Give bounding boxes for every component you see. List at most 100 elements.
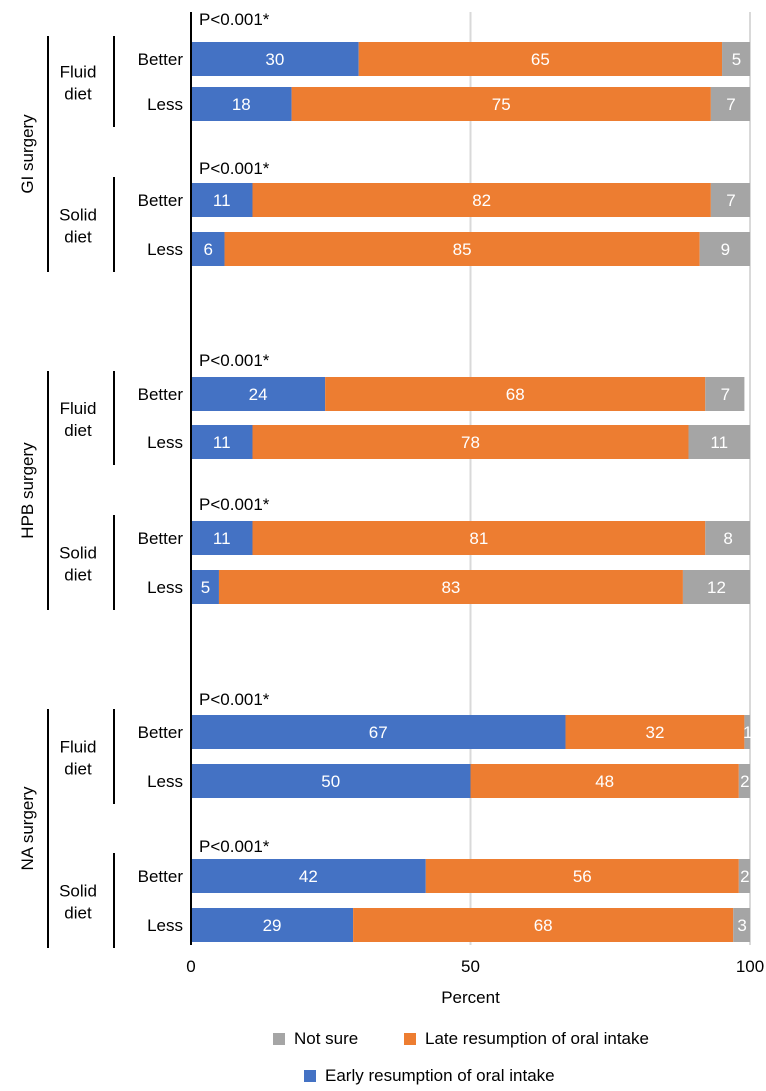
p-value-label: P<0.001* [199, 837, 270, 856]
legend-label-early: Early resumption of oral intake [325, 1066, 555, 1085]
subgroup-label: Fluid [60, 399, 97, 418]
legend-swatch-early [304, 1070, 316, 1082]
p-value-label: P<0.001* [199, 159, 270, 178]
bar-row-label: Less [147, 916, 183, 935]
data-label: 29 [263, 916, 282, 935]
legend-label-notsure: Not sure [294, 1029, 358, 1048]
bar-segment-late [218, 570, 683, 604]
bar-segment-notsure [738, 764, 750, 798]
bar-segment-notsure [744, 715, 750, 749]
data-label: 11 [213, 191, 231, 210]
data-label: 11 [213, 433, 231, 452]
bar-segment-early [191, 87, 292, 121]
data-label: 68 [534, 916, 553, 935]
data-label: 11 [213, 529, 231, 548]
legend: Not sure Late resumption of oral intake Ea… [273, 1029, 649, 1085]
bar-segment-early [191, 908, 354, 942]
data-label: 75 [492, 95, 511, 114]
bar-segment-early [191, 232, 225, 266]
bar-segment-late [252, 425, 689, 459]
subgroup-label: diet [64, 421, 92, 440]
bar-segment-early [191, 42, 359, 76]
bar-segment-late [291, 87, 711, 121]
bar-segment-early [191, 521, 253, 555]
data-label: 81 [469, 529, 488, 548]
bar-row-label: Better [138, 529, 184, 548]
subgroup-label: diet [64, 85, 92, 104]
p-value-label: P<0.001* [199, 690, 270, 709]
data-label: 2 [740, 867, 749, 886]
x-axis: 0 50 100 Percent [186, 12, 764, 1007]
bar-segment-early [191, 377, 326, 411]
data-label: 7 [721, 385, 730, 404]
category-labels: P<0.001* Better Less Fluid diet P<0.001* Bette… [18, 10, 270, 948]
legend-label-late: Late resumption of oral intake [425, 1029, 649, 1048]
bar-segment-late [425, 859, 739, 893]
bar-segment-early [191, 764, 471, 798]
bar-segment-late [252, 521, 706, 555]
bar-row-label: Better [138, 50, 184, 69]
data-label: 8 [723, 529, 732, 548]
subgroup-label: diet [64, 760, 92, 779]
bar-segment-early [191, 183, 253, 217]
group-label: HPB surgery [18, 442, 37, 539]
x-tick-label: 50 [461, 957, 480, 976]
data-label: 7 [726, 191, 735, 210]
bar-row-label: Better [138, 191, 184, 210]
data-label: 65 [531, 50, 550, 69]
data-label: 5 [201, 578, 210, 597]
bar-row-label: Less [147, 95, 183, 114]
data-label: 48 [595, 772, 614, 791]
subgroup-label: diet [64, 228, 92, 247]
bar-row-label: Better [138, 867, 184, 886]
data-label: 32 [646, 723, 665, 742]
data-label: 2 [740, 772, 749, 791]
bar-segment-notsure [738, 859, 750, 893]
bar-segment-late [252, 183, 711, 217]
bar-segment-notsure [733, 908, 750, 942]
subgroup-label: Solid [59, 544, 97, 563]
bar-segment-early [191, 425, 253, 459]
data-label: 42 [299, 867, 318, 886]
data-label: 67 [369, 723, 388, 742]
legend-swatch-late [404, 1033, 416, 1045]
data-label: 12 [707, 578, 726, 597]
x-axis-title: Percent [441, 988, 500, 1007]
bar-segment-late [470, 764, 739, 798]
bar-segment-late [565, 715, 745, 749]
data-label: 18 [232, 95, 251, 114]
bar-segment-early [191, 715, 566, 749]
bar-segment-late [325, 377, 706, 411]
data-label: 83 [441, 578, 460, 597]
bar-segment-late [358, 42, 723, 76]
p-value-label: P<0.001* [199, 495, 270, 514]
bar-segment-notsure [722, 42, 750, 76]
data-label: 56 [573, 867, 592, 886]
bar-segment-notsure [710, 87, 750, 121]
subgroup-label: Solid [59, 206, 97, 225]
legend-swatch-notsure [273, 1033, 285, 1045]
data-label: 68 [506, 385, 525, 404]
x-tick-label: 100 [736, 957, 764, 976]
bar-row-label: Better [138, 385, 184, 404]
data-label: 24 [249, 385, 268, 404]
subgroup-label: diet [64, 566, 92, 585]
bar-segment-notsure [710, 183, 750, 217]
data-label: 30 [265, 50, 284, 69]
bar-segment-notsure [705, 521, 750, 555]
bar-row-label: Less [147, 433, 183, 452]
bar-segment-early [191, 859, 426, 893]
data-label: 3 [737, 916, 746, 935]
p-value-label: P<0.001* [199, 10, 270, 29]
bar-segment-late [353, 908, 734, 942]
bar-segment-early [191, 570, 219, 604]
data-label: 1 [743, 723, 752, 742]
data-label: 50 [321, 772, 340, 791]
subgroup-label: diet [64, 904, 92, 923]
group-label: GI surgery [18, 114, 37, 194]
data-label: 85 [453, 240, 472, 259]
gridlines [469, 12, 751, 945]
bar-row-label: Less [147, 772, 183, 791]
